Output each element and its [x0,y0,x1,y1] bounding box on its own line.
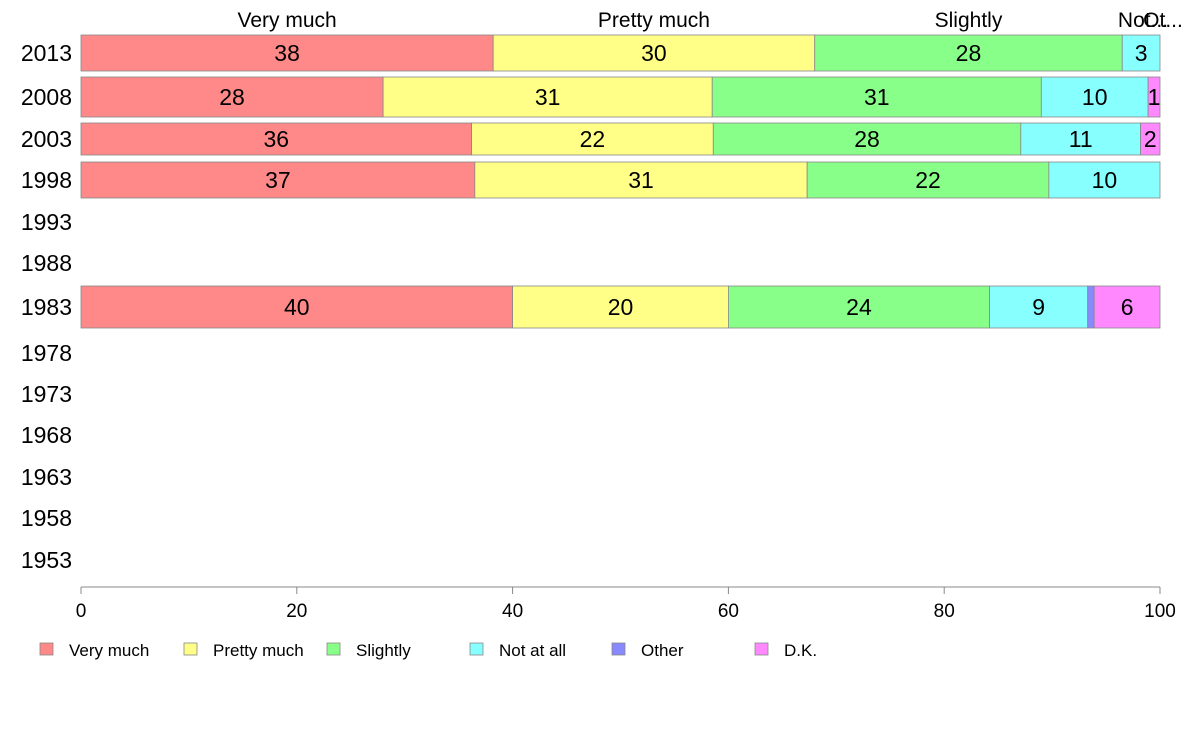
year-label: 1953 [21,547,72,573]
legend-label: Slightly [356,641,411,660]
bar-value-label: 10 [1092,167,1118,193]
bar-value-label: 31 [628,167,654,193]
column-header-4: Ot... [1143,9,1183,32]
bar-segment [492,34,816,72]
year-label: 1988 [21,250,72,276]
bar-segment [1020,122,1141,156]
bar-value-label: 31 [864,84,890,110]
bar-segment [80,122,472,156]
bar-segment [80,285,514,329]
year-label: 1998 [21,167,72,193]
year-label: 1973 [21,381,72,407]
legend-label: D.K. [784,641,817,660]
bar-value-label: 11 [1069,126,1093,152]
bar-segment [806,161,1050,199]
legend-swatch [611,642,626,656]
legend-swatch [326,642,341,656]
column-header-2: Slightly [935,9,1003,32]
x-tick-label: 80 [934,601,955,622]
x-tick-label: 0 [76,601,87,622]
legend-swatch [183,642,198,656]
bar-value-label: 22 [915,167,941,193]
x-tick-label: 20 [286,601,307,622]
bar-value-label: 37 [265,167,291,193]
bar-value-label: 20 [608,294,634,320]
bar-segment [712,122,1022,156]
bar-value-label: 22 [580,126,606,152]
legend-label: Other [641,641,684,660]
legend-label: Pretty much [213,641,304,660]
y-axis-labels: 2013 2008 2003 1998 1993 1988 1983 1978 1973 1968… [21,40,72,573]
x-tick-label: 60 [718,601,739,622]
bar-segment [1048,161,1161,199]
bar-segment [989,285,1089,329]
year-label: 1958 [21,505,72,531]
bar-segment [1040,76,1149,118]
bar-value-label: 10 [1082,84,1108,110]
x-tick-label: 100 [1144,601,1176,622]
bar-segment [382,76,713,118]
bar-value-label: 2 [1144,126,1157,152]
legend-label: Not at all [499,641,566,660]
bar-segment [1147,76,1161,118]
legend-swatch [754,642,769,656]
bar-value-label: 38 [274,40,300,66]
bar-value-label: 3 [1135,40,1148,66]
year-label: 1963 [21,464,72,490]
legend-swatch [469,642,484,656]
legend-label: Very much [69,641,149,660]
bar-segment [1121,34,1161,72]
year-label: 2013 [21,40,72,66]
column-header-3: Not... [1118,9,1168,32]
year-label: 1993 [21,209,72,235]
bar-value-label: 1 [1148,84,1161,110]
bar-segment [728,285,990,329]
bar-value-label: 40 [284,294,310,320]
year-label: 1978 [21,340,72,366]
bar-segment [1140,122,1161,156]
bar-segment [1093,285,1161,329]
bar-segment [711,76,1042,118]
year-label: 1983 [21,294,72,320]
legend-swatch [39,642,54,656]
bar-value-label: 30 [641,40,667,66]
bar-segment [1087,285,1095,329]
bar-value-label: 31 [535,84,561,110]
legend: Very much Pretty much Slightly Not at all Ot… [39,641,817,660]
column-header-1: Pretty much [598,9,710,32]
bar-value-label: 24 [846,294,872,320]
bar-segment [80,161,476,199]
year-label: 2003 [21,126,72,152]
bar-value-label: 28 [854,126,880,152]
bar-segment [80,76,384,118]
bar-value-label: 6 [1121,294,1134,320]
column-headers: Very much Pretty much Slightly Not...Ot... [237,9,1182,32]
year-label: 1968 [21,422,72,448]
bar-value-label: 28 [956,40,982,66]
bars: 38 30 28 3 28 31 31 10 1 36 22 28 11 2 37 31 22 10 40 20 24 9… [80,34,1161,329]
bar-segment [474,161,808,199]
bar-value-label: 9 [1032,294,1045,320]
bar-value-label: 36 [264,126,290,152]
x-axis: 0 20 40 60 80 100 [76,586,1176,622]
year-label: 2008 [21,84,72,110]
column-header-0: Very much [237,9,336,32]
bar-value-label: 28 [219,84,245,110]
x-tick-label: 40 [502,601,523,622]
